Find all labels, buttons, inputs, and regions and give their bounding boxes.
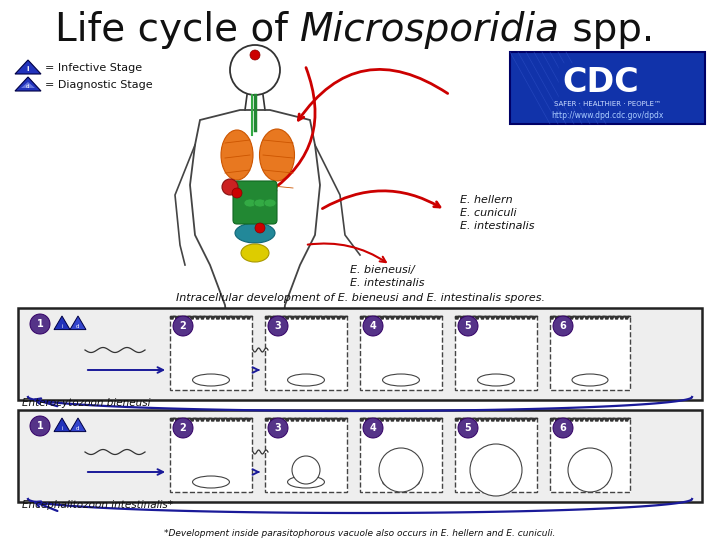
Circle shape: [250, 50, 260, 60]
Text: E. intestinalis: E. intestinalis: [350, 278, 425, 288]
Text: 2: 2: [179, 423, 186, 433]
Text: d: d: [76, 426, 80, 430]
Text: 1: 1: [37, 319, 43, 329]
Text: 3: 3: [274, 321, 282, 331]
Text: d: d: [76, 323, 80, 328]
Bar: [455, 316, 537, 390]
Text: Encephalitozoon intestinalis*: Encephalitozoon intestinalis*: [22, 500, 173, 510]
Circle shape: [568, 448, 612, 492]
Circle shape: [232, 188, 242, 198]
Text: E. cuniculi: E. cuniculi: [460, 208, 517, 218]
Text: Intracellular development of E. bieneusi and E. intestinalis spores.: Intracellular development of E. bieneusi…: [176, 293, 544, 303]
Text: i: i: [61, 323, 63, 328]
Text: 6: 6: [559, 321, 567, 331]
FancyBboxPatch shape: [233, 181, 277, 224]
Ellipse shape: [192, 374, 230, 386]
Bar: [18, 410, 702, 502]
Text: Enterocytozoon bieneusi: Enterocytozoon bieneusi: [22, 398, 150, 408]
Text: 2: 2: [179, 321, 186, 331]
Circle shape: [255, 223, 265, 233]
Text: *Development inside parasitophorous vacuole also occurs in E. hellern and E. cun: *Development inside parasitophorous vacu…: [164, 530, 556, 538]
Circle shape: [30, 314, 50, 334]
Ellipse shape: [264, 199, 276, 207]
Text: Life cycle of: Life cycle of: [55, 11, 300, 49]
Ellipse shape: [221, 130, 253, 180]
Bar: [265, 418, 347, 492]
Text: 5: 5: [464, 423, 472, 433]
Bar: [170, 316, 252, 390]
Ellipse shape: [382, 374, 420, 386]
Bar: [18, 308, 702, 400]
Ellipse shape: [572, 476, 608, 488]
Circle shape: [470, 444, 522, 496]
Text: d: d: [26, 84, 30, 89]
Text: SAFER · HEALTHIER · PEOPLE™: SAFER · HEALTHIER · PEOPLE™: [554, 101, 660, 107]
Circle shape: [553, 418, 573, 438]
Polygon shape: [54, 316, 70, 329]
Polygon shape: [15, 60, 41, 74]
Circle shape: [363, 418, 383, 438]
Circle shape: [268, 316, 288, 336]
Text: E. intestinalis: E. intestinalis: [460, 221, 534, 231]
Circle shape: [268, 418, 288, 438]
Circle shape: [458, 316, 478, 336]
Text: i: i: [61, 426, 63, 430]
Text: 4: 4: [369, 321, 377, 331]
Polygon shape: [15, 77, 41, 91]
Text: = Infective Stage: = Infective Stage: [45, 63, 142, 73]
Text: 5: 5: [464, 321, 472, 331]
Text: i: i: [27, 66, 30, 72]
Ellipse shape: [382, 476, 420, 488]
Circle shape: [173, 418, 193, 438]
Ellipse shape: [287, 476, 325, 488]
Text: = Diagnostic Stage: = Diagnostic Stage: [45, 80, 153, 90]
Bar: [455, 418, 537, 492]
Bar: [550, 316, 630, 390]
Bar: [360, 316, 442, 390]
Ellipse shape: [572, 374, 608, 386]
Circle shape: [173, 316, 193, 336]
Ellipse shape: [477, 476, 515, 488]
Polygon shape: [21, 82, 35, 88]
Ellipse shape: [259, 129, 294, 181]
Ellipse shape: [287, 374, 325, 386]
Ellipse shape: [192, 476, 230, 488]
Ellipse shape: [235, 223, 275, 243]
Ellipse shape: [241, 244, 269, 262]
Text: 6: 6: [559, 423, 567, 433]
Polygon shape: [54, 418, 70, 431]
Ellipse shape: [477, 374, 515, 386]
Circle shape: [222, 179, 238, 195]
Text: 4: 4: [369, 423, 377, 433]
Text: http://www.dpd.cdc.gov/dpdx: http://www.dpd.cdc.gov/dpdx: [551, 111, 663, 119]
Text: E. bieneusi/: E. bieneusi/: [350, 265, 415, 275]
Text: Microsporidia: Microsporidia: [300, 11, 560, 49]
Text: 1: 1: [37, 421, 43, 431]
Bar: [170, 418, 252, 492]
Polygon shape: [70, 316, 86, 329]
Bar: [265, 316, 347, 390]
Circle shape: [553, 316, 573, 336]
Text: E. hellern: E. hellern: [460, 195, 513, 205]
Ellipse shape: [254, 199, 266, 207]
Polygon shape: [70, 418, 86, 431]
Circle shape: [292, 456, 320, 484]
Text: spp.: spp.: [560, 11, 654, 49]
Bar: [360, 418, 442, 492]
Circle shape: [363, 316, 383, 336]
Ellipse shape: [244, 199, 256, 207]
Circle shape: [30, 416, 50, 436]
Text: CDC: CDC: [562, 66, 639, 99]
Circle shape: [379, 448, 423, 492]
Bar: [550, 418, 630, 492]
Bar: [510, 52, 705, 124]
Circle shape: [458, 418, 478, 438]
Text: 3: 3: [274, 423, 282, 433]
